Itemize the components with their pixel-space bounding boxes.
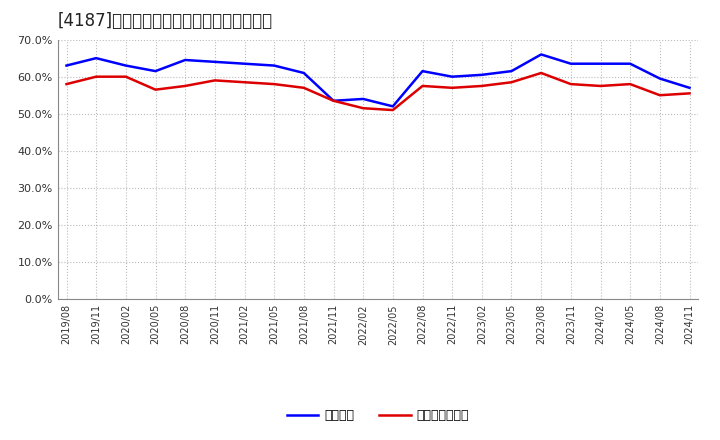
固定長期適合率 <box>655 92 664 98</box>
固定長期適合率 <box>151 87 160 92</box>
固定比率 <box>567 61 575 66</box>
固定長期適合率 <box>92 74 101 79</box>
Text: [4187]　固定比率、固定長期適合率の推移: [4187] 固定比率、固定長期適合率の推移 <box>58 12 273 30</box>
固定比率 <box>477 72 486 77</box>
固定長期適合率 <box>477 83 486 88</box>
固定比率 <box>626 61 634 66</box>
固定比率 <box>655 76 664 81</box>
固定比率 <box>685 85 694 91</box>
固定長期適合率 <box>240 80 249 85</box>
固定長期適合率 <box>685 91 694 96</box>
固定比率 <box>240 61 249 66</box>
固定比率 <box>418 69 427 74</box>
固定長期適合率 <box>567 81 575 87</box>
固定比率 <box>507 69 516 74</box>
固定比率 <box>151 69 160 74</box>
固定比率 <box>448 74 456 79</box>
固定比率 <box>181 57 189 62</box>
固定長期適合率 <box>300 85 308 91</box>
固定比率 <box>537 52 546 57</box>
固定長期適合率 <box>507 80 516 85</box>
固定長期適合率 <box>62 81 71 87</box>
固定長期適合率 <box>596 83 605 88</box>
固定比率 <box>596 61 605 66</box>
固定長期適合率 <box>537 70 546 76</box>
Legend: 固定比率, 固定長期適合率: 固定比率, 固定長期適合率 <box>282 404 474 427</box>
固定比率 <box>389 104 397 109</box>
固定比率 <box>210 59 219 65</box>
固定長期適合率 <box>418 83 427 88</box>
固定比率 <box>359 96 367 102</box>
固定比率 <box>62 63 71 68</box>
Line: 固定長期適合率: 固定長期適合率 <box>66 73 690 110</box>
固定長期適合率 <box>122 74 130 79</box>
固定比率 <box>300 70 308 76</box>
固定比率 <box>92 55 101 61</box>
固定長期適合率 <box>270 81 279 87</box>
固定長期適合率 <box>210 78 219 83</box>
固定長期適合率 <box>448 85 456 91</box>
固定比率 <box>329 98 338 103</box>
固定長期適合率 <box>626 81 634 87</box>
固定長期適合率 <box>359 106 367 111</box>
固定長期適合率 <box>181 83 189 88</box>
固定比率 <box>270 63 279 68</box>
固定比率 <box>122 63 130 68</box>
Line: 固定比率: 固定比率 <box>66 55 690 106</box>
固定長期適合率 <box>329 98 338 103</box>
固定長期適合率 <box>389 107 397 113</box>
